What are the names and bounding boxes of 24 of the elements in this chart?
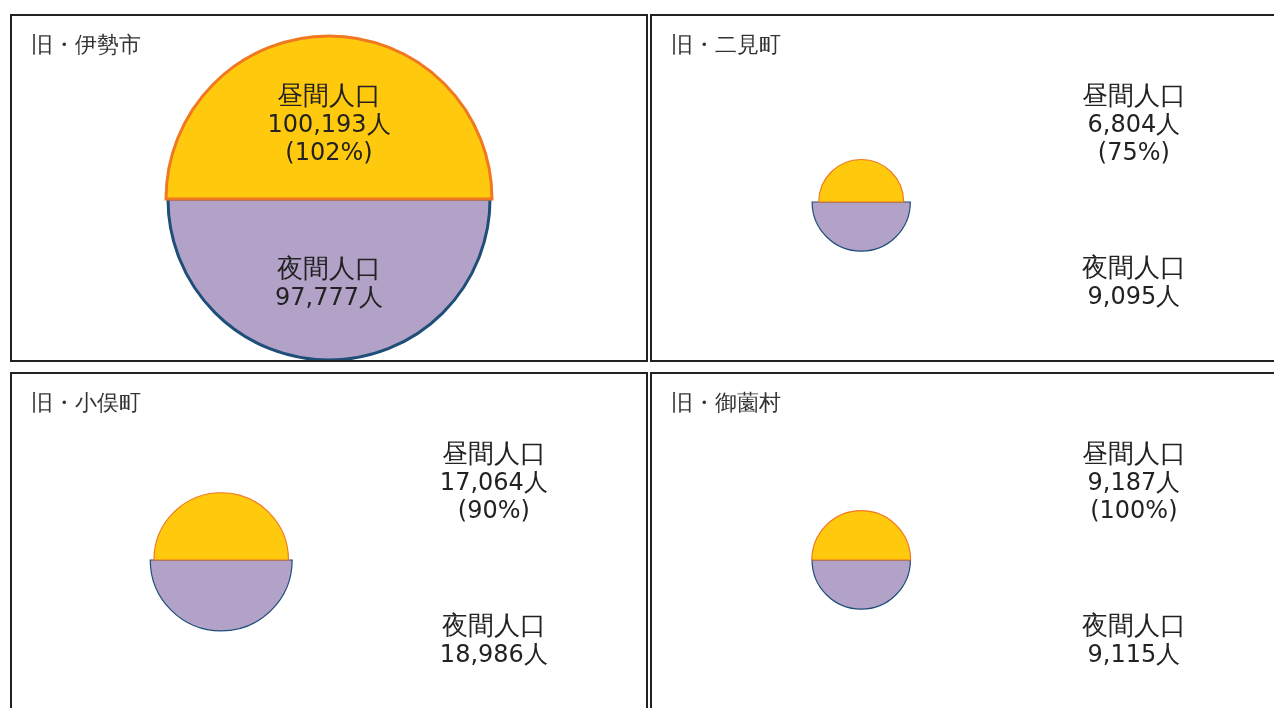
text: (102%) — [285, 137, 373, 166]
text: 旧・伊勢市 — [31, 31, 141, 57]
text: 旧・二見町 — [671, 31, 781, 57]
text: (75%) — [1097, 138, 1170, 166]
data-label: 17,064人 — [439, 468, 548, 496]
data-label: 18,986人 — [439, 640, 548, 668]
category-label: 昼間人口 — [277, 79, 381, 110]
category-label: 昼間人口 — [441, 438, 546, 468]
data-label: 9,095人 — [1087, 282, 1181, 310]
data-label: 100,193人 — [267, 109, 391, 138]
text: (100%) — [1090, 496, 1178, 524]
data-label: 9,115人 — [1087, 640, 1181, 668]
category-label: 夜間人口 — [1081, 252, 1186, 282]
category-label: 昼間人口 — [1081, 80, 1186, 110]
data-label: 97,777人 — [275, 283, 383, 312]
text: 旧・御薗村 — [671, 389, 781, 415]
data-label: 6,804人 — [1087, 110, 1181, 138]
category-label: 夜間人口 — [1081, 610, 1186, 640]
text: 旧・小俣町 — [31, 389, 141, 415]
category-label: 昼間人口 — [1081, 438, 1186, 468]
data-label: 9,187人 — [1087, 468, 1181, 496]
category-label: 夜間人口 — [441, 610, 546, 640]
category-label: 夜間人口 — [277, 253, 381, 284]
text: (90%) — [457, 496, 530, 524]
